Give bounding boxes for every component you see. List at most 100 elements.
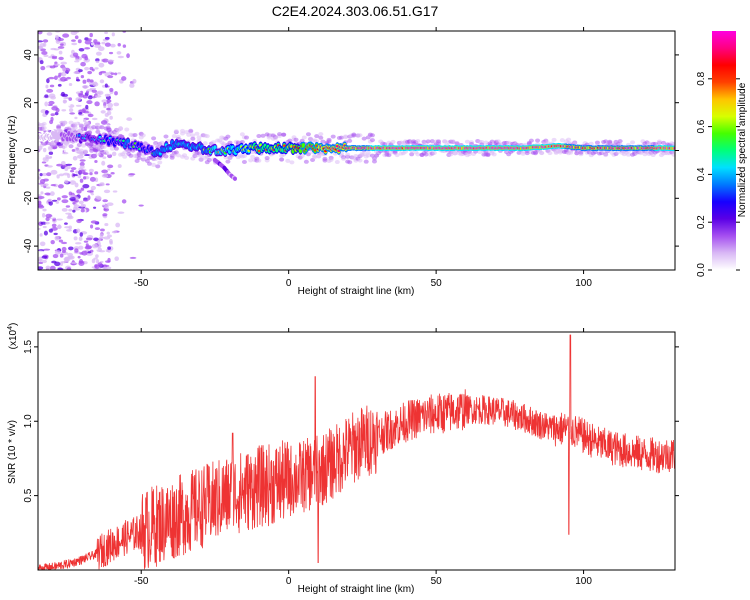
spectrogram-cell <box>38 195 45 199</box>
spectrogram-cell <box>95 60 100 64</box>
spectrogram-cell <box>93 81 98 86</box>
spectrogram-cell <box>68 208 73 212</box>
spectrogram-cell <box>79 178 84 183</box>
spectrogram-cell <box>74 60 80 63</box>
spectrogram-cell <box>43 54 49 58</box>
spectrogram-cell <box>656 139 662 144</box>
spectrogram-cell <box>243 135 249 140</box>
spectrogram-cell <box>58 173 64 177</box>
spectrogram-cell <box>82 199 89 202</box>
spectrogram-cell <box>357 133 363 138</box>
spectrogram-cell <box>54 250 62 255</box>
spectrogram-cell <box>106 107 111 111</box>
spectrogram-cell <box>202 141 208 146</box>
spectrogram-cell <box>40 221 47 225</box>
spectrogram-cell <box>198 156 204 161</box>
spectrogram-cell <box>82 176 87 180</box>
spectrogram-cell <box>73 71 80 75</box>
spectrogram-cell <box>289 160 295 165</box>
spectrogram-cell <box>318 132 324 137</box>
spectrogram-cell <box>49 84 55 88</box>
spectrogram-cell <box>338 135 344 140</box>
spectrogram-cell <box>239 132 245 137</box>
colorbar-tick-label: 0.4 <box>696 167 707 181</box>
spectrogram-cell <box>305 132 311 137</box>
spectrogram-cell <box>95 129 101 134</box>
spectrogram-cell <box>442 139 448 144</box>
spectrogram-cell <box>117 211 125 214</box>
spectrogram-cell <box>41 126 47 131</box>
spectrogram-cell <box>111 151 117 157</box>
spectrogram-cell <box>61 241 68 245</box>
spectrogram-cell <box>103 236 111 240</box>
spectrogram-cell <box>671 152 675 157</box>
spectrogram-cell <box>46 88 54 93</box>
spectrogram-cell <box>43 248 51 251</box>
spectrogram-cell <box>73 31 80 34</box>
spectrogram-cell <box>80 187 85 191</box>
spectrogram-cell <box>87 95 93 100</box>
spectrogram-cell <box>78 111 83 115</box>
spectrogram-cell <box>78 148 84 153</box>
spectrogram-cell <box>95 254 99 258</box>
spectrogram-cell <box>84 245 92 250</box>
spectrogram-cell <box>89 176 96 182</box>
spectrogram-cell <box>371 159 377 164</box>
spectrogram-cell <box>48 200 53 206</box>
spectrogram-cell <box>69 112 75 115</box>
spectrogram-cell <box>225 134 231 139</box>
spectrogram-cell <box>67 213 73 219</box>
snr-y-label: SNR (10 * v/v) <box>7 420 18 484</box>
spectrogram-cell <box>68 82 73 87</box>
spectrogram-cell <box>56 163 63 167</box>
spectrogram-cell <box>116 122 120 127</box>
spectrogram-cell <box>132 78 137 84</box>
spectrogram-cell <box>42 225 47 229</box>
spectrogram-cell <box>142 141 148 146</box>
spectrogram-cell <box>65 163 73 166</box>
spectrogram-cell <box>313 149 317 152</box>
spectrogram-cell <box>334 160 340 165</box>
spectrogram-cell <box>44 221 50 225</box>
spectrogram-cell <box>90 220 98 224</box>
spectrogram-cell <box>94 67 99 70</box>
spectrogram-y-tick-label: -20 <box>23 191 34 206</box>
spectrogram-cell <box>38 204 44 208</box>
spectrogram-cell <box>257 149 261 153</box>
spectrogram-cell <box>79 165 85 169</box>
spectrogram-y-label: Frequency (Hz) <box>7 116 18 185</box>
spectrogram-cell <box>68 120 74 125</box>
spectrogram-cell <box>41 51 48 55</box>
spectrogram-cell <box>102 58 109 63</box>
spectrogram-cell <box>105 54 112 58</box>
spectrogram-cell <box>58 85 65 91</box>
spectrogram-cell <box>111 230 118 234</box>
spectrogram-cell <box>82 183 90 189</box>
spectrogram-cell <box>68 97 73 101</box>
spectrogram-cell <box>485 152 491 157</box>
spectrogram-x-ticks: -50 0 50 100 <box>134 27 592 289</box>
spectrogram-cell <box>80 143 86 148</box>
spectrogram-cell <box>79 161 85 167</box>
spectrogram-cell <box>59 253 64 258</box>
spectrogram-cell <box>83 240 89 243</box>
spectrogram-cell <box>299 153 305 158</box>
spectrogram-y-tick-label: 0 <box>23 147 34 153</box>
spectrogram-cell <box>107 75 114 79</box>
spectrogram-cell <box>248 158 254 163</box>
spectrogram-cell <box>40 66 46 71</box>
spectrogram-cell <box>72 209 76 213</box>
spectrogram-cell <box>70 169 75 173</box>
spectrogram-cell <box>122 154 128 159</box>
spectrogram-cell <box>330 134 336 139</box>
spectrogram-cell <box>53 153 59 158</box>
spectrogram-cell <box>104 31 108 35</box>
spectrogram-cell <box>62 67 67 72</box>
spectrogram-cell <box>102 213 108 217</box>
spectrogram-cell <box>415 139 421 144</box>
spectrogram-cell <box>40 106 44 109</box>
spectrogram-cell <box>68 144 74 149</box>
spectrogram-cell <box>103 150 109 155</box>
spectrogram-cell <box>93 237 99 242</box>
snr-x-ticks: -50 0 50 100 <box>134 328 592 587</box>
